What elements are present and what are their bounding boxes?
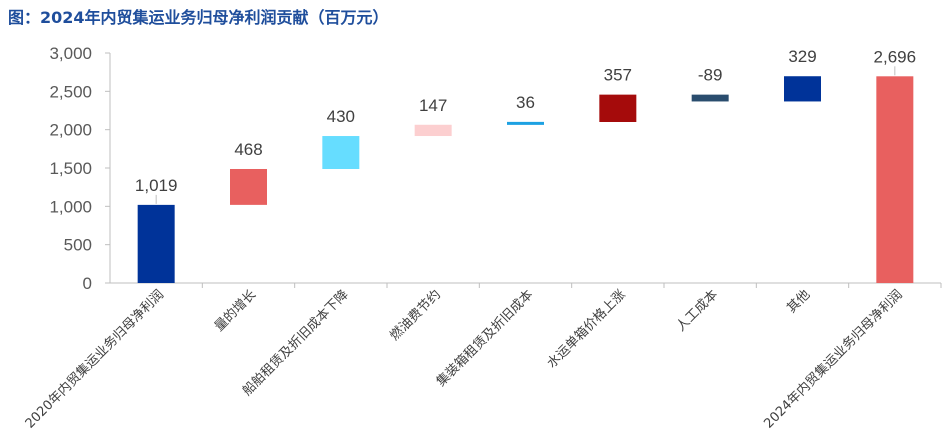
bar [137, 204, 175, 283]
y-tick-label: 1,500 [49, 159, 92, 178]
chart-title: 图：2024年内贸集运业务归母净利润贡献（百万元） [8, 8, 389, 27]
bar [507, 121, 544, 125]
y-tick-label: 1,000 [49, 197, 92, 216]
bar [322, 136, 360, 169]
bar [876, 76, 914, 283]
bar [784, 76, 821, 102]
y-axis-ticks: 0 500 1,000 1,500 2,000 2,500 3,000 [49, 44, 110, 293]
category-label: 水运单箱价格上涨 [544, 287, 629, 372]
data-label: -89 [698, 66, 723, 85]
y-tick-label: 3,000 [49, 44, 92, 63]
category-label: 人工成本 [674, 287, 721, 334]
category-label: 2020年内贸集运业务归母净利润 [22, 287, 167, 432]
data-label: 2,696 [874, 47, 917, 66]
data-label: 329 [788, 47, 816, 66]
data-label: 36 [516, 93, 535, 112]
bar [230, 168, 267, 205]
y-tick-label: 500 [64, 236, 92, 255]
category-label: 集装箱租赁及折旧成本 [433, 287, 536, 390]
category-label: 船舶租赁及折旧成本下降 [239, 287, 351, 399]
data-label: 357 [604, 66, 632, 85]
data-label: 468 [234, 140, 262, 159]
data-labels: 1,019 468 430 147 36 357 -89 329 2,696 [135, 47, 916, 195]
category-label: 燃油费节约 [387, 287, 444, 344]
data-label: 430 [327, 107, 355, 126]
data-label: 147 [419, 96, 447, 115]
label-leader-lines [155, 66, 896, 204]
category-label: 其他 [784, 287, 813, 316]
y-tick-label: 0 [83, 274, 92, 293]
category-label: 2024年内贸集运业务归母净利润 [761, 287, 906, 432]
bar-group [137, 76, 914, 283]
bar [414, 124, 452, 137]
bar [691, 94, 729, 102]
category-label: 量的增长 [211, 287, 259, 335]
data-label: 1,019 [135, 176, 178, 195]
y-tick-label: 2,500 [49, 82, 92, 101]
bar [599, 94, 637, 122]
y-tick-label: 2,000 [49, 121, 92, 140]
